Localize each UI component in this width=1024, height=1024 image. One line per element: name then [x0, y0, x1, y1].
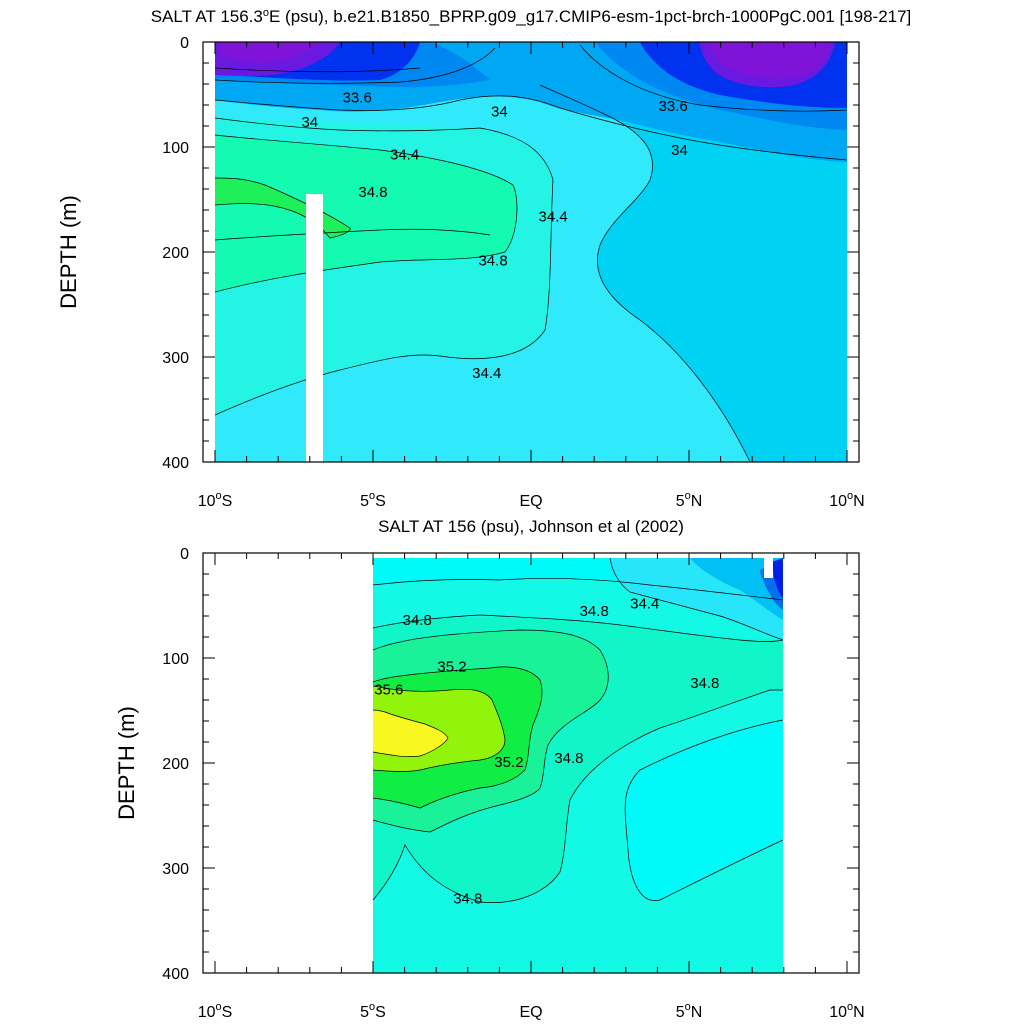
p2-fill-33.6 — [772, 558, 783, 598]
p2-contour-34.8-upper — [372, 614, 784, 642]
p2-contour-labels: 34.8 35.2 35.6 35.2 34.8 34.8 34.4 34.8 34.8 — [374, 595, 719, 907]
x-tick-label: 10oN — [829, 490, 864, 510]
p2-contour-34.8-lower — [372, 689, 783, 903]
p1-fill-34.8 — [215, 135, 517, 292]
y-tick-label: 400 — [162, 455, 189, 472]
p1-contour-33.6-left — [215, 47, 496, 84]
panel-1-field: 33.6 34 34 33.6 34 34.4 34.8 34.4 34.8 34.4 — [215, 42, 847, 462]
x-tick-label: 10oN — [829, 1001, 864, 1021]
p2-fill-34.2 — [690, 558, 783, 620]
contour-label: 34.4 — [539, 208, 568, 225]
y-tick-label: 200 — [162, 245, 189, 262]
x-tick-label: 5oS — [360, 490, 386, 510]
title-1-part-b: E (psu), b.e21.B1850_BPRP.g09_g17.CMIP6-… — [269, 7, 911, 26]
title-2-text: SALT AT 156 (psu), Johnson et al (2002) — [378, 517, 684, 536]
contour-label: 35.6 — [374, 682, 403, 699]
p2-contour-34.6-right — [624, 719, 784, 901]
x-tick-label: 5oS — [360, 1001, 386, 1021]
x-tick-label: 10oS — [198, 1001, 233, 1021]
contour-label: 35.2 — [437, 658, 466, 675]
p2-fill-35.6 — [373, 710, 448, 757]
contour-label: 34 — [491, 103, 508, 120]
contour-label: 34 — [301, 114, 318, 131]
panel-1-x-axis: 10oS 5oS EQ 5oN 10oN — [198, 42, 865, 510]
y-tick-label: 400 — [162, 966, 189, 983]
p1-contour-34.4 — [215, 117, 554, 416]
panel-obs: SALT AT 156 (psu), Johnson et al (2002) — [114, 517, 865, 1021]
contour-label: 34.4 — [390, 146, 419, 163]
p1-contour-34.2 — [597, 244, 751, 462]
y-tick-label: 0 — [180, 546, 189, 563]
contour-label: 34.8 — [453, 890, 482, 907]
panel-1-ylabel: DEPTH (m) — [56, 195, 81, 309]
panel-2-ylabel: DEPTH (m) — [114, 706, 139, 820]
y-tick-label: 300 — [162, 861, 189, 878]
contour-label: 35.2 — [494, 754, 523, 771]
p1-contour-33.6-right — [579, 44, 847, 112]
contour-label: 33.6 — [343, 90, 372, 107]
p1-fill-33.0 — [220, 42, 830, 79]
p2-contour-34.6 — [372, 578, 784, 601]
p2-contour-35.4 — [372, 685, 506, 772]
panel-2-title: SALT AT 156 (psu), Johnson et al (2002) — [378, 517, 684, 536]
x-tick-label: 5oN — [676, 490, 703, 510]
contour-label: 34.4 — [630, 595, 659, 612]
p1-contour-34.6 — [215, 228, 491, 241]
p1-fill-33.6 — [215, 42, 847, 108]
y-tick-label: 200 — [162, 756, 189, 773]
p1-masked-column — [306, 194, 323, 462]
panel-1-title: SALT AT 156.3oE (psu), b.e21.B1850_BPRP.… — [151, 7, 912, 26]
y-tick-label: 100 — [162, 651, 189, 668]
x-tick-label: EQ — [519, 1004, 542, 1021]
p1-contour-labels: 33.6 34 34 33.6 34 34.4 34.8 34.4 34.8 34.4 — [301, 90, 687, 382]
contour-label: 34.8 — [358, 184, 387, 201]
p2-contour-35.6 — [372, 709, 449, 757]
panel-2-y-axis: 0 100 200 300 400 — [162, 546, 859, 983]
y-tick-label: 0 — [180, 35, 189, 52]
p1-contour-34-left — [215, 95, 847, 161]
p1-contour-34-top — [215, 67, 421, 73]
p1-contour-34.2-top — [539, 84, 653, 246]
p1-contour-35.0 — [215, 177, 351, 239]
y-tick-label: 100 — [162, 140, 189, 157]
p2-contour-35.2 — [372, 666, 543, 809]
y-tick-label: 300 — [162, 350, 189, 367]
contour-label: 34.8 — [690, 675, 719, 692]
panel-model: SALT AT 156.3oE (psu), b.e21.B1850_BPRP.… — [56, 7, 911, 510]
x-tick-label: 5oN — [676, 1001, 703, 1021]
panel-2-x-axis: 10oS 5oS EQ 5oN 10oN — [198, 553, 865, 1021]
contour-label: 34.8 — [554, 750, 583, 767]
contour-label: 34.8 — [403, 612, 432, 629]
p2-contour-35.0 — [372, 629, 609, 833]
contour-label: 34.8 — [580, 603, 609, 620]
contour-label: 33.6 — [659, 98, 688, 115]
title-1-part-a: SALT AT 156.3 — [151, 7, 263, 26]
p1-contour-34.8 — [215, 134, 518, 293]
contour-label: 34 — [671, 142, 688, 159]
panel-2-field: 34.8 35.2 35.6 35.2 34.8 34.8 34.4 34.8 34.8 — [215, 553, 847, 973]
x-tick-label: 10oS — [198, 490, 233, 510]
contour-label: 34.8 — [478, 252, 507, 269]
x-tick-label: EQ — [519, 493, 542, 510]
p2-masked-top — [764, 558, 773, 578]
title-1-degree: o — [263, 7, 269, 19]
panel-1-y-axis: 0 100 200 300 400 — [162, 35, 859, 472]
p2-contour-34.4 — [609, 557, 784, 641]
contour-label: 34.4 — [472, 365, 501, 382]
